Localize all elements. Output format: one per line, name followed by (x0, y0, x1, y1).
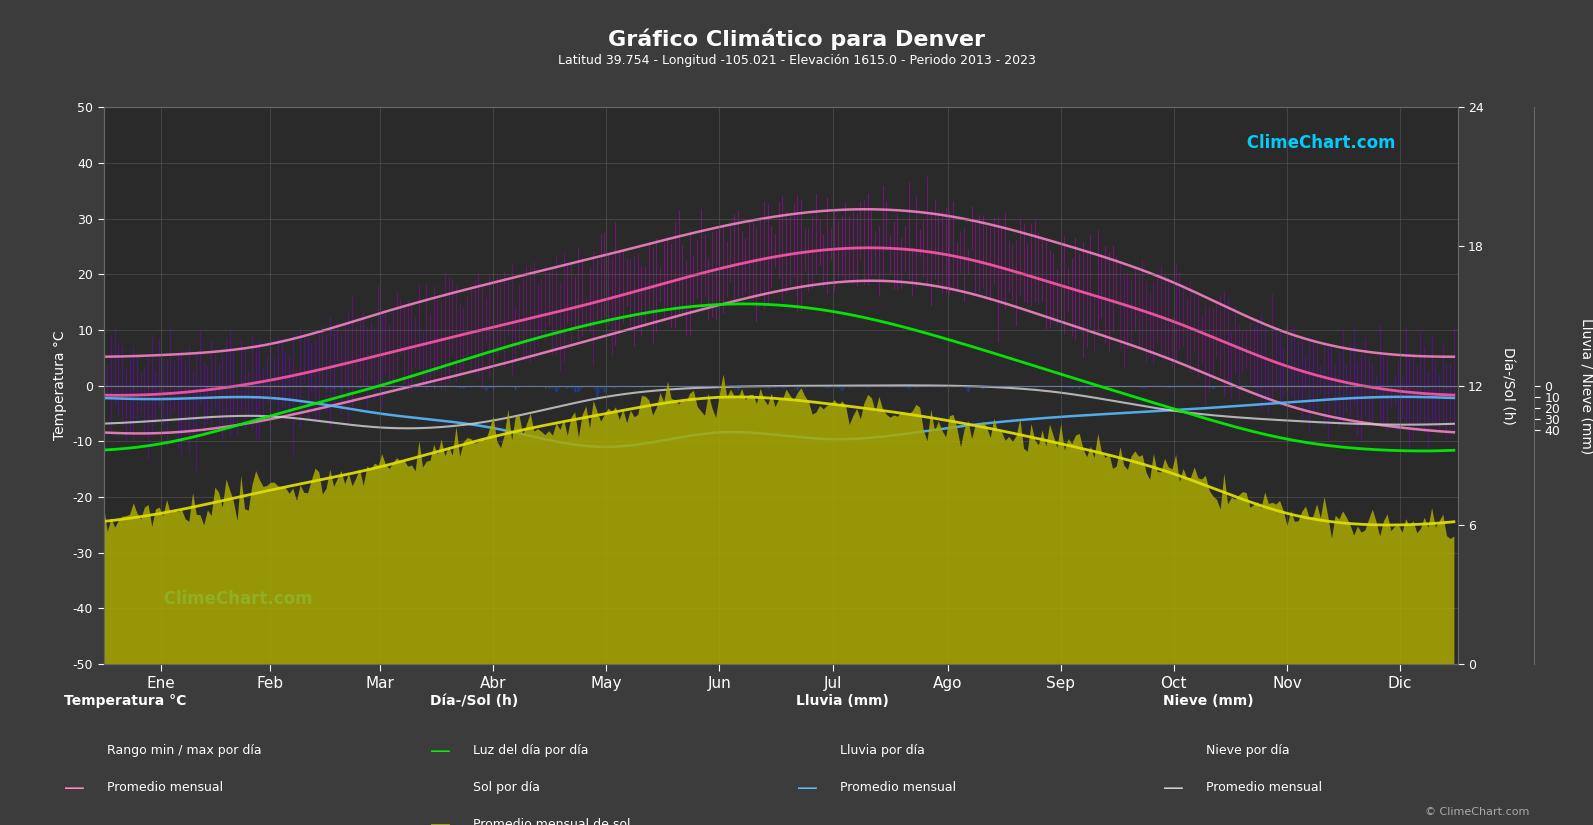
Text: Gráfico Climático para Denver: Gráfico Climático para Denver (609, 29, 984, 50)
Text: ClimeChart.com: ClimeChart.com (1241, 134, 1395, 152)
Text: Día-/Sol (h): Día-/Sol (h) (430, 695, 518, 709)
Text: © ClimeChart.com: © ClimeChart.com (1424, 807, 1529, 817)
Y-axis label: Día-/Sol (h): Día-/Sol (h) (1501, 346, 1515, 425)
Text: —: — (430, 741, 451, 761)
Text: —: — (64, 778, 84, 798)
Y-axis label: Lluvia / Nieve (mm): Lluvia / Nieve (mm) (1580, 318, 1593, 454)
Text: Promedio mensual: Promedio mensual (107, 781, 223, 794)
Text: Sol por día: Sol por día (473, 781, 540, 794)
Text: Nieve (mm): Nieve (mm) (1163, 695, 1254, 709)
Text: Luz del día por día: Luz del día por día (473, 744, 589, 757)
Text: —: — (796, 778, 817, 798)
Text: Nieve por día: Nieve por día (1206, 744, 1289, 757)
Text: —: — (1163, 778, 1184, 798)
Text: —: — (430, 814, 451, 825)
Text: Promedio mensual: Promedio mensual (1206, 781, 1322, 794)
Text: Temperatura °C: Temperatura °C (64, 695, 186, 709)
Text: ClimeChart.com: ClimeChart.com (158, 591, 312, 609)
Y-axis label: Temperatura °C: Temperatura °C (53, 331, 67, 441)
Text: Rango min / max por día: Rango min / max por día (107, 744, 261, 757)
Text: Promedio mensual de sol: Promedio mensual de sol (473, 818, 631, 825)
Text: Lluvia por día: Lluvia por día (840, 744, 924, 757)
Text: Promedio mensual: Promedio mensual (840, 781, 956, 794)
Text: Latitud 39.754 - Longitud -105.021 - Elevación 1615.0 - Periodo 2013 - 2023: Latitud 39.754 - Longitud -105.021 - Ele… (558, 54, 1035, 67)
Text: Lluvia (mm): Lluvia (mm) (796, 695, 889, 709)
